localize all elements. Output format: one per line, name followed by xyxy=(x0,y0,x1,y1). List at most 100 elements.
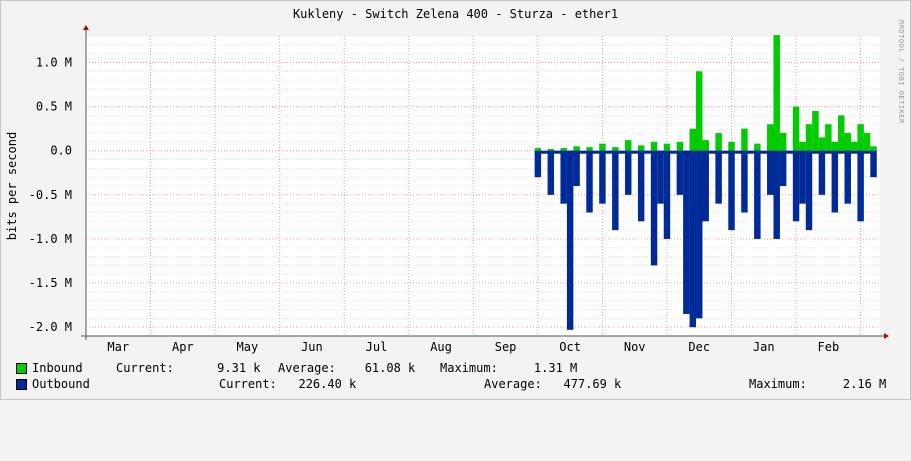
inbound-bar xyxy=(573,146,580,151)
y-axis-label: bits per second xyxy=(5,132,19,240)
outbound-bar xyxy=(779,150,787,186)
x-tick-label: Jul xyxy=(366,340,388,354)
inbound-bar xyxy=(838,115,845,151)
outbound-current: Current: 226.40 k xyxy=(219,377,357,391)
outbound-bar xyxy=(754,150,761,239)
y-tick-label: 0.5 M xyxy=(36,100,72,114)
outbound-bar xyxy=(702,150,709,222)
inbound-bar xyxy=(850,141,858,151)
rrdtool-watermark: RRDTOOL / TOBI OETIKER xyxy=(897,20,905,124)
outbound-bar xyxy=(715,150,722,204)
outbound-label: Outbound xyxy=(32,377,90,391)
outbound-bar xyxy=(547,150,555,195)
x-tick-label: Aug xyxy=(430,340,452,354)
outbound-bar xyxy=(534,150,542,178)
outbound-bar xyxy=(612,150,619,231)
outbound-average: Average: 477.69 k xyxy=(484,377,622,391)
inbound-bar xyxy=(663,143,671,151)
y-tick-label: -0.5 M xyxy=(29,188,72,202)
outbound-bar xyxy=(857,150,864,222)
x-tick-label: Sep xyxy=(495,340,517,354)
inbound-bar xyxy=(818,137,826,151)
inbound-label: Inbound xyxy=(32,361,83,375)
inbound-bar xyxy=(773,35,780,151)
outbound-bar xyxy=(566,150,574,330)
outbound-bar xyxy=(773,150,780,239)
inbound-bar xyxy=(586,147,593,151)
x-tick-label: Jan xyxy=(753,340,775,354)
traffic-chart: 1.0 M 0.5 M 0.0 -0.5 M -1.0 M -1.5 M -2.0 M Mar… xyxy=(5,25,889,354)
plot-area xyxy=(86,36,880,336)
inbound-bar xyxy=(612,147,619,151)
x-tick-label: Apr xyxy=(172,340,194,354)
outbound-bar xyxy=(689,150,697,328)
outbound-bar xyxy=(650,150,658,266)
outbound-bar xyxy=(741,150,748,213)
inbound-bar xyxy=(741,128,748,151)
outbound-bar xyxy=(676,150,684,195)
inbound-bar xyxy=(625,140,632,151)
x-tick-label: May xyxy=(237,340,259,354)
outbound-bar xyxy=(767,150,774,195)
outbound-bar xyxy=(599,150,606,204)
inbound-bar xyxy=(857,124,864,151)
inbound-bar xyxy=(870,146,877,151)
inbound-bar xyxy=(547,148,555,151)
inbound-bar xyxy=(702,140,709,151)
inbound-bar xyxy=(767,124,774,151)
inbound-bar xyxy=(599,143,606,151)
inbound-bar xyxy=(812,111,819,151)
x-tick-label: Feb xyxy=(818,340,840,354)
inbound-bar xyxy=(560,148,567,151)
inbound-bar xyxy=(650,141,658,151)
outbound-bar xyxy=(818,150,826,195)
inbound-bar xyxy=(792,106,800,151)
inbound-current: Current: 9.31 k xyxy=(116,361,261,375)
outbound-swatch xyxy=(16,379,27,390)
outbound-bar xyxy=(683,150,690,314)
inbound-bar xyxy=(728,141,735,151)
x-tick-label: Jun xyxy=(301,340,323,354)
outbound-bar xyxy=(844,150,851,204)
outbound-bar xyxy=(573,150,580,186)
inbound-bar xyxy=(689,128,697,151)
inbound-bar xyxy=(799,141,806,151)
y-tick-label: -1.0 M xyxy=(29,232,72,246)
outbound-maximum: Maximum: 2.16 M xyxy=(749,377,887,391)
inbound-bar xyxy=(844,133,851,151)
x-tick-label: Dec xyxy=(688,340,710,354)
inbound-swatch xyxy=(16,363,27,374)
x-tick-label: Nov xyxy=(624,340,646,354)
graph-title: Kukleny - Switch Zelena 400 - Sturza - e… xyxy=(292,7,619,21)
legend-inbound: Inbound Current: 9.31 k Average: 61.08 k… xyxy=(16,361,577,375)
outbound-bar xyxy=(625,150,632,195)
outbound-bar xyxy=(657,150,664,204)
inbound-bar xyxy=(831,141,839,151)
y-tick-label: 1.0 M xyxy=(36,55,72,69)
inbound-bar xyxy=(676,141,684,151)
y-tick-label: -1.5 M xyxy=(29,276,72,290)
inbound-bar xyxy=(534,148,542,151)
outbound-bar xyxy=(792,150,800,222)
outbound-bar xyxy=(870,150,877,178)
y-tick-label: 0.0 xyxy=(50,144,72,158)
inbound-bar xyxy=(754,143,761,151)
inbound-average: Average: 61.08 k xyxy=(278,361,416,375)
inbound-bar xyxy=(825,124,832,151)
inbound-bar xyxy=(863,133,871,151)
x-axis-arrow xyxy=(884,333,889,339)
y-axis-arrow xyxy=(83,25,89,30)
outbound-bar xyxy=(831,150,839,213)
x-tick-label: Oct xyxy=(559,340,581,354)
inbound-bar xyxy=(696,71,703,151)
outbound-bar xyxy=(728,150,735,231)
outbound-bar xyxy=(560,150,567,204)
inbound-bar xyxy=(715,133,722,151)
inbound-bar xyxy=(805,124,813,151)
inbound-bar xyxy=(779,133,787,151)
outbound-bar xyxy=(663,150,671,239)
y-tick-label: -2.0 M xyxy=(29,320,72,334)
outbound-bar xyxy=(805,150,813,231)
outbound-bar xyxy=(799,150,806,204)
outbound-baseline xyxy=(537,150,874,154)
